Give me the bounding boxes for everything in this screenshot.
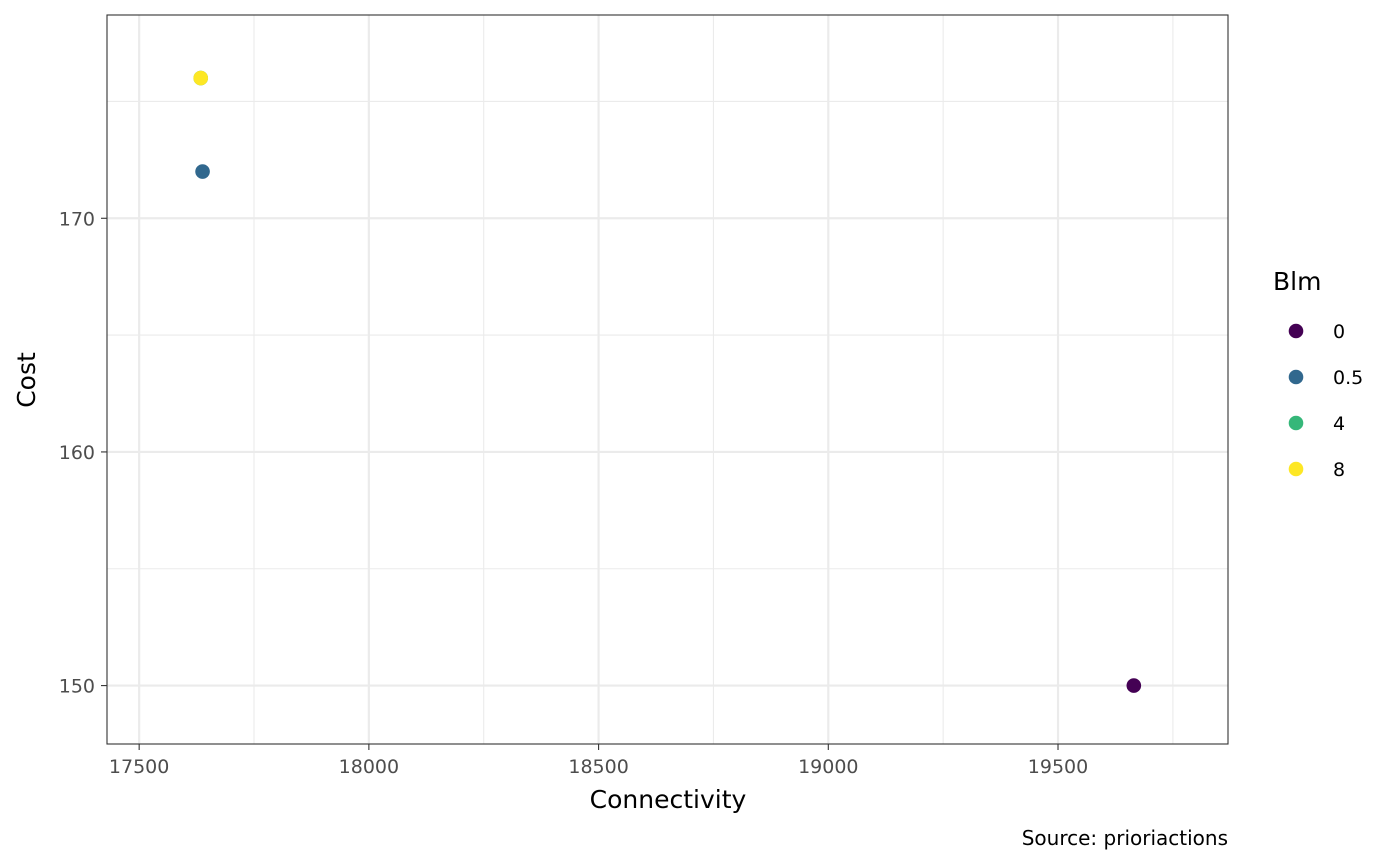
x-axis-title: Connectivity xyxy=(590,785,747,814)
legend-key-8 xyxy=(1288,461,1304,477)
plot-panel xyxy=(107,15,1228,744)
legend: Blm 0 0.5 4 8 xyxy=(1273,267,1363,481)
legend-key-0 xyxy=(1288,323,1304,339)
legend-items: 0 0.5 4 8 xyxy=(1288,321,1363,481)
y-tick-label: 170 xyxy=(59,208,95,230)
y-tick-label: 160 xyxy=(59,442,95,464)
y-axis-title: Cost xyxy=(12,352,41,408)
y-axis: 150 160 170 xyxy=(59,208,107,698)
x-tick-label: 19000 xyxy=(798,756,858,778)
legend-label: 8 xyxy=(1333,459,1345,481)
legend-key-4 xyxy=(1288,415,1304,431)
legend-key-0-5 xyxy=(1288,369,1304,385)
legend-label: 0.5 xyxy=(1333,367,1363,389)
data-point-blm-0-5 xyxy=(195,164,210,179)
legend-label: 0 xyxy=(1333,321,1345,343)
chart-caption: Source: prioriactions xyxy=(1022,826,1228,850)
x-tick-label: 18000 xyxy=(339,756,399,778)
data-point-blm-0 xyxy=(1126,678,1142,693)
x-tick-label: 17500 xyxy=(109,756,169,778)
x-tick-label: 19500 xyxy=(1028,756,1088,778)
legend-title: Blm xyxy=(1273,267,1321,296)
x-tick-label: 18500 xyxy=(568,756,628,778)
plot-panel-border xyxy=(106,14,1229,745)
x-axis: 17500 18000 18500 19000 19500 xyxy=(109,744,1088,778)
minor-gridlines xyxy=(107,15,1228,744)
data-point-blm-8 xyxy=(193,70,209,86)
legend-label: 4 xyxy=(1333,413,1345,435)
data-points xyxy=(193,70,1142,693)
major-gridlines xyxy=(107,15,1228,744)
y-tick-label: 150 xyxy=(59,676,95,698)
